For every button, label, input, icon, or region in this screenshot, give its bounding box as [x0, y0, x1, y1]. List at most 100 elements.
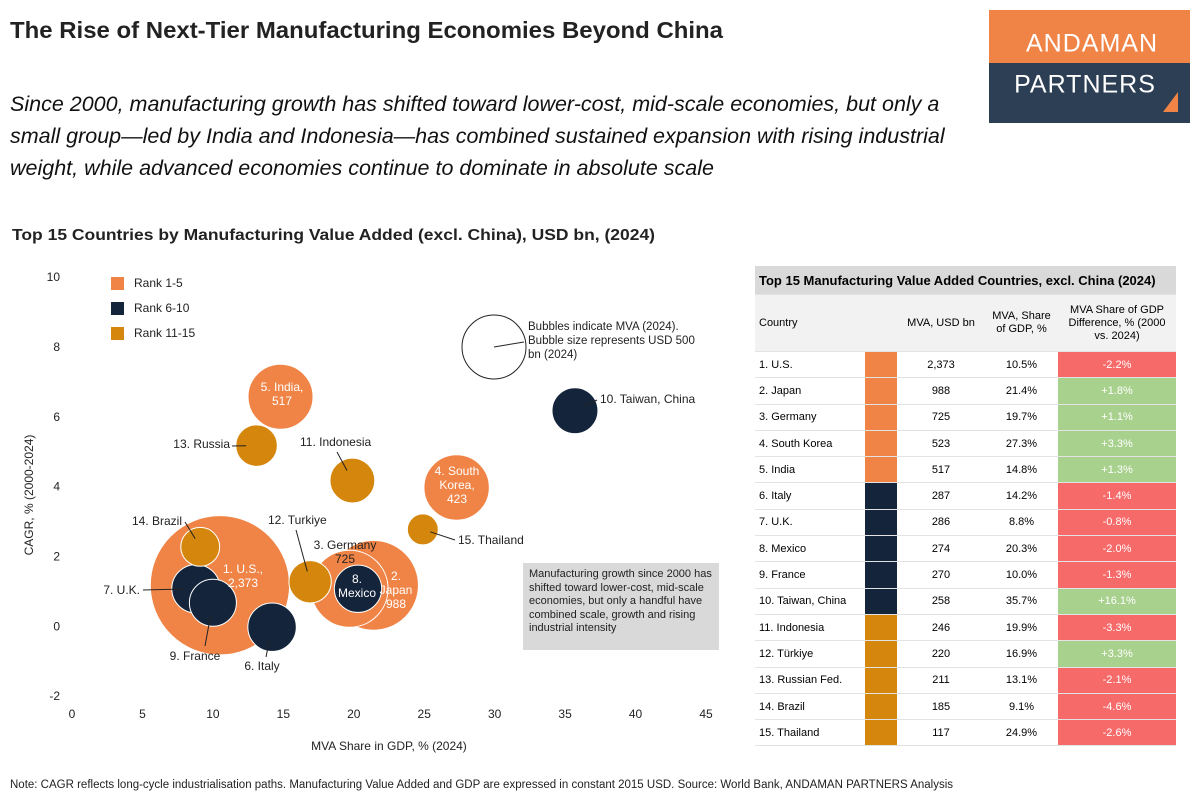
diff-cell: +1.3% [1058, 456, 1177, 484]
size-note: Bubbles indicate MVA (2024). Bubble size… [528, 321, 695, 361]
bubble-label: 10. Taiwan, China [600, 392, 696, 406]
share-cell: 16.9% [985, 640, 1058, 668]
x-tick-label: 20 [347, 707, 361, 721]
bubble-label: Japan [380, 583, 413, 597]
mva-cell: 287 [897, 482, 985, 510]
column-header: MVA, USD bn [897, 294, 985, 352]
country-cell: 12. Türkiye [755, 640, 865, 668]
diff-cell: +3.3% [1058, 430, 1177, 458]
bubble-label: 12. Turkiye [268, 513, 327, 527]
share-cell: 27.3% [985, 430, 1058, 458]
share-cell: 13.1% [985, 667, 1058, 694]
bubble-label: 725 [335, 552, 355, 566]
country-cell: 15. Thailand [755, 719, 865, 747]
x-tick-label: 10 [206, 707, 220, 721]
page-title: The Rise of Next-Tier Manufacturing Econ… [10, 17, 723, 43]
bubble-label: 8. [352, 572, 362, 586]
legend-label: Rank 11-15 [134, 326, 195, 340]
column-header: MVA Share of GDP Difference, % (2000 vs.… [1058, 294, 1177, 352]
table-row: 10. Taiwan, China 258 35.7% +16.1% [755, 588, 1177, 615]
bubble-label: Korea, [439, 478, 474, 492]
bubble-label: 7. U.K. [103, 583, 140, 597]
bubble-label: 15. Thailand [458, 533, 524, 547]
country-cell: 5. India [755, 456, 865, 484]
leader-line [430, 531, 456, 541]
country-cell: 7. U.K. [755, 509, 865, 537]
country-cell: 6. Italy [755, 482, 865, 510]
table-row: 6. Italy 287 14.2% -1.4% [755, 482, 1177, 510]
table-body: 1. U.S. 2,373 10.5% -2.2% 2. Japan 988 21.4% +1… [755, 351, 1177, 747]
y-axis-label: CAGR, % (2000-2024) [22, 435, 36, 556]
table-row: 14. Brazil 185 9.1% -4.6% [755, 693, 1177, 721]
bubble-label: 14. Brazil [132, 514, 182, 528]
diff-cell: -3.3% [1058, 614, 1177, 642]
mva-cell: 988 [897, 377, 985, 405]
rank-swatch [865, 693, 897, 721]
bubble [247, 363, 314, 430]
mva-cell: 286 [897, 509, 985, 537]
rank-swatch [865, 640, 897, 668]
bubble-label: 6. Italy [244, 659, 279, 673]
x-tick-label: 25 [418, 707, 432, 721]
annotation: Manufacturing growth since 2000 has shif… [523, 563, 719, 650]
country-cell: 9. France [755, 561, 865, 589]
bubble [329, 457, 376, 504]
table-row: 11. Indonesia 246 19.9% -3.3% [755, 614, 1177, 642]
diff-cell: +1.8% [1058, 377, 1177, 405]
logo-text: PARTNERS [1014, 71, 1156, 99]
country-cell: 4. South Korea [755, 430, 865, 458]
share-cell: 14.2% [985, 482, 1058, 510]
leader-line [295, 529, 308, 572]
x-tick-label: 15 [277, 707, 291, 721]
diff-cell: -2.2% [1058, 351, 1177, 379]
bubble-label: 517 [272, 394, 292, 408]
bubbles [149, 363, 599, 656]
rank-swatch [865, 404, 897, 431]
country-cell: 10. Taiwan, China [755, 588, 865, 615]
share-cell: 10.0% [985, 561, 1058, 589]
rank-swatch [865, 535, 897, 563]
table-row: 9. France 270 10.0% -1.3% [755, 561, 1177, 589]
share-cell: 35.7% [985, 588, 1058, 615]
column-header: MVA, Share of GDP, % [985, 294, 1058, 352]
logo-mark [1163, 92, 1178, 112]
footnote: Note: CAGR reflects long-cycle industria… [10, 779, 954, 791]
table-row: 5. India 517 14.8% +1.3% [755, 456, 1177, 484]
y-tick-label: 4 [53, 480, 60, 494]
rank-swatch [865, 482, 897, 510]
y-tick-label: 0 [53, 619, 60, 633]
table-row: 4. South Korea 523 27.3% +3.3% [755, 430, 1177, 458]
x-tick-label: 40 [629, 707, 643, 721]
rank-swatch [865, 588, 897, 615]
diff-cell: -1.4% [1058, 482, 1177, 510]
leader-line [493, 341, 525, 348]
diff-cell: -2.0% [1058, 535, 1177, 563]
share-cell: 10.5% [985, 351, 1058, 379]
chart-title: Top 15 Countries by Manufacturing Value … [12, 227, 655, 244]
y-tick-label: 6 [53, 410, 60, 424]
table-row: 1. U.S. 2,373 10.5% -2.2% [755, 351, 1177, 379]
mva-cell: 258 [897, 588, 985, 615]
share-cell: 20.3% [985, 535, 1058, 563]
diff-cell: +1.1% [1058, 404, 1177, 431]
table-row: 3. Germany 725 19.7% +1.1% [755, 404, 1177, 431]
bubble [247, 602, 297, 652]
mva-cell: 246 [897, 614, 985, 642]
rank-swatch [865, 351, 897, 379]
country-cell: 8. Mexico [755, 535, 865, 563]
diff-cell: -2.6% [1058, 719, 1177, 747]
country-cell: 3. Germany [755, 404, 865, 431]
bubble-label: 3. Germany [314, 538, 377, 552]
leader-line [204, 614, 212, 647]
table-row: 7. U.K. 286 8.8% -0.8% [755, 509, 1177, 537]
bubble-label: 988 [386, 597, 406, 611]
diff-cell: -0.8% [1058, 509, 1177, 537]
bubble [406, 513, 439, 546]
country-cell: 14. Brazil [755, 693, 865, 721]
diff-cell: +3.3% [1058, 640, 1177, 668]
leader-line [184, 521, 196, 539]
leader-line [585, 399, 598, 407]
bubble-label: Mexico [338, 586, 376, 600]
